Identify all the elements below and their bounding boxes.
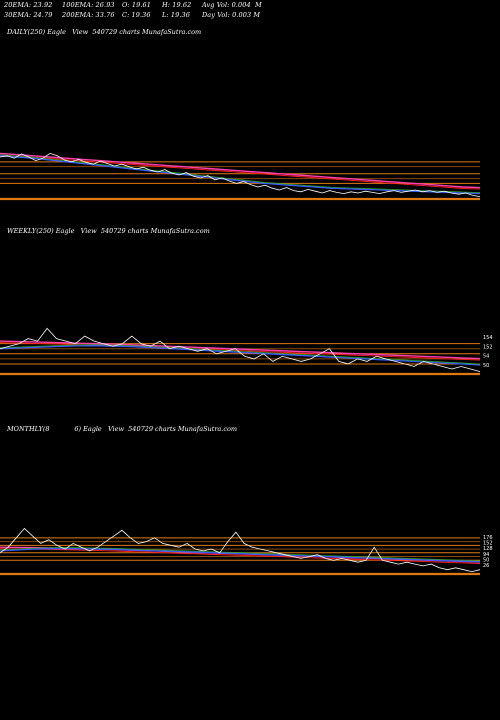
daily-panel-title: DAILY(250) Eagle View 540729 charts Muna… bbox=[7, 28, 202, 36]
header-close: C: 19.36 bbox=[122, 11, 151, 19]
y-tick-label: 152 bbox=[483, 541, 493, 547]
header-low: L: 19.36 bbox=[162, 11, 190, 19]
ema-green-line bbox=[0, 547, 481, 562]
weekly-chart: 154 152 54 50 bbox=[0, 327, 493, 376]
header-ema20: 20EMA: 23.92 bbox=[4, 1, 53, 9]
weekly-panel-title: WEEKLY(250) Eagle View 540729 charts Mun… bbox=[7, 227, 210, 235]
ema-green-line bbox=[0, 344, 481, 365]
header-open: O: 19.61 bbox=[122, 1, 151, 9]
price-line bbox=[0, 327, 481, 372]
ema-fast-line bbox=[0, 547, 481, 563]
header-ema200: 200EMA: 33.76 bbox=[62, 11, 115, 19]
ema-green-line bbox=[0, 154, 481, 193]
price-line bbox=[0, 152, 481, 197]
ema-fast-line bbox=[0, 155, 481, 195]
y-tick-label: 50 bbox=[483, 557, 489, 563]
y-tick-label: 54 bbox=[483, 354, 489, 360]
ema-slow-line bbox=[0, 340, 481, 360]
header-high: H: 19.62 bbox=[162, 1, 192, 9]
y-tick-label: 50 bbox=[483, 363, 489, 369]
y-tick-label: 154 bbox=[483, 335, 493, 341]
y-tick-label: 152 bbox=[483, 344, 493, 350]
y-tick-label: 176 bbox=[483, 535, 493, 541]
y-tick-label: 26 bbox=[483, 563, 489, 569]
header-ema30: 30EMA: 24.79 bbox=[4, 11, 53, 19]
header-avgvol: Avg Vol: 0.004 M bbox=[202, 1, 262, 9]
price-line bbox=[0, 527, 481, 573]
ema-red-line bbox=[0, 154, 481, 190]
header-ema100: 100EMA: 26.93 bbox=[62, 1, 115, 9]
y-tick-label: 94 bbox=[483, 552, 489, 558]
y-tick-label: 128 bbox=[483, 546, 493, 552]
monthly-panel-title: MONTHLY(8 6) Eagle View 540729 charts Mu… bbox=[7, 425, 238, 433]
ema-red-line bbox=[0, 548, 481, 564]
daily-chart bbox=[0, 152, 481, 201]
ema-slow-line bbox=[0, 152, 481, 189]
header-dayvol: Day Vol: 0.003 M bbox=[202, 11, 261, 19]
